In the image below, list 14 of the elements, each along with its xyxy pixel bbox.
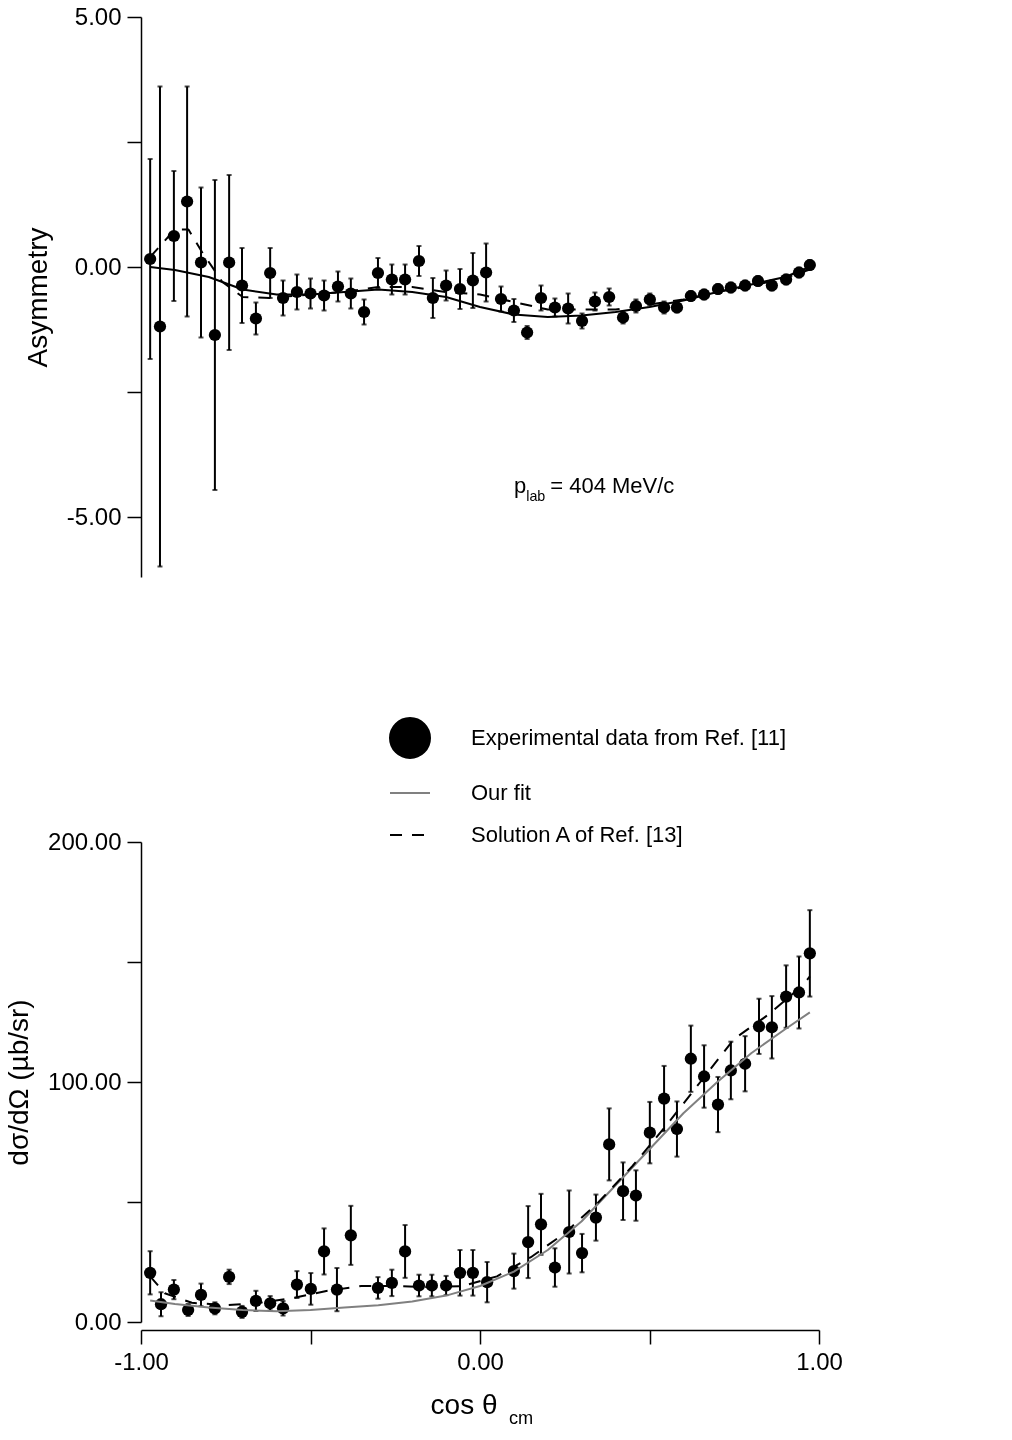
- legend-label: Solution A of Ref. [13]: [471, 822, 683, 847]
- y-tick-label: 200.00: [48, 827, 122, 855]
- legend-label: Experimental data from Ref. [11]: [471, 725, 787, 750]
- x-tick-label: -1.00: [114, 1347, 169, 1375]
- x-tick-label: 1.00: [796, 1347, 843, 1375]
- y-tick-label: -5.00: [66, 502, 122, 530]
- legend-label: Our fit: [471, 780, 531, 805]
- y-tick-label: 5.00: [74, 2, 122, 30]
- y-tick-label: 100.00: [48, 1067, 122, 1095]
- x-tick-label: 0.00: [457, 1347, 504, 1375]
- y-tick-label: 0.00: [74, 1307, 122, 1335]
- y-tick-label: 0.00: [74, 252, 122, 280]
- y-axis-title: dσ/dΩ (µb/sr): [3, 999, 35, 1166]
- y-axis-title: Asymmetry: [21, 227, 53, 368]
